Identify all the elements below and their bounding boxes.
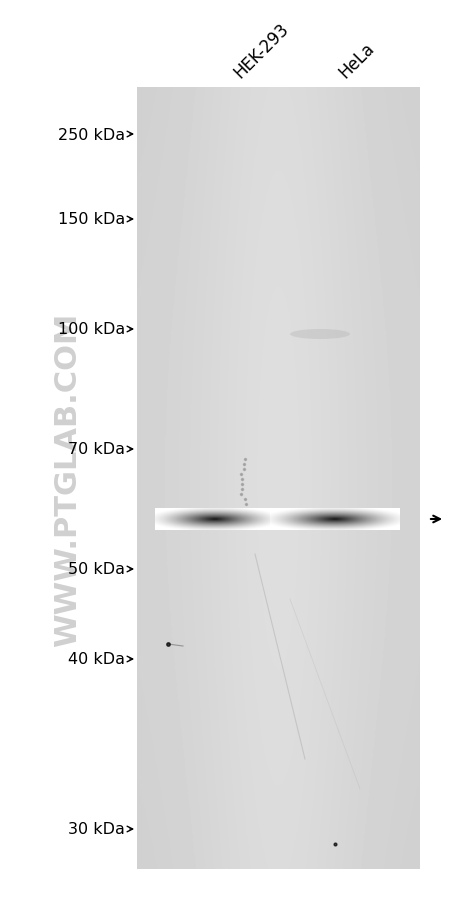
Ellipse shape <box>290 329 350 340</box>
Text: 70 kDa: 70 kDa <box>68 442 125 457</box>
Text: HEK-293: HEK-293 <box>230 20 292 82</box>
Text: 100 kDa: 100 kDa <box>58 322 125 337</box>
Text: 30 kDa: 30 kDa <box>68 822 125 836</box>
Text: 250 kDa: 250 kDa <box>58 127 125 143</box>
Text: 50 kDa: 50 kDa <box>68 562 125 577</box>
Text: WWW.PTGLAB.COM: WWW.PTGLAB.COM <box>54 312 82 647</box>
Text: 150 kDa: 150 kDa <box>58 212 125 227</box>
Text: HeLa: HeLa <box>335 40 378 82</box>
Text: 40 kDa: 40 kDa <box>68 652 125 667</box>
